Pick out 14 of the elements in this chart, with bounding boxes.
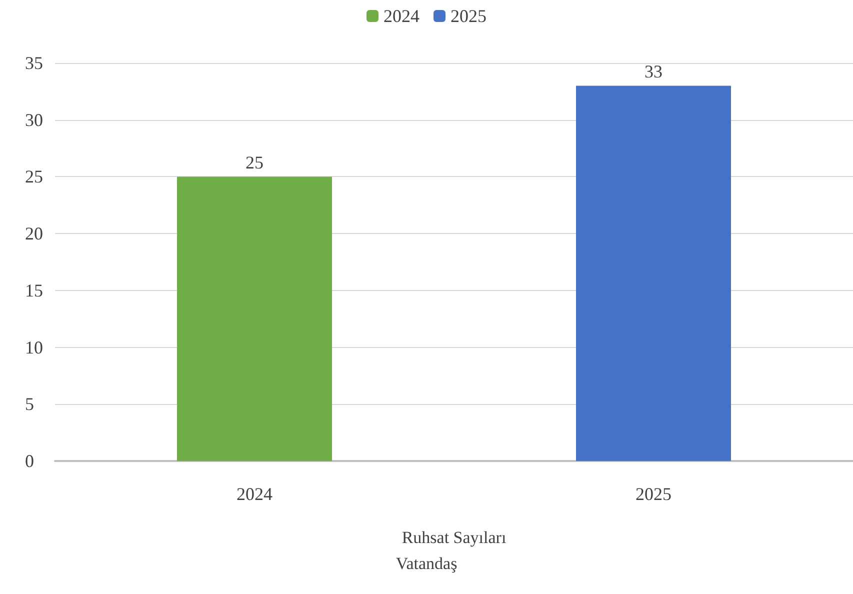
y-tick-label: 0	[25, 451, 34, 471]
y-tick-label: 5	[25, 394, 34, 414]
legend-label: 2024	[384, 6, 420, 26]
y-tick-label: 30	[25, 110, 43, 130]
y-tick-label: 15	[25, 280, 43, 300]
y-tick-label: 10	[25, 337, 43, 358]
legend-label: 2025	[450, 6, 486, 26]
y-tick-label: 25	[25, 166, 43, 187]
data-label: 33	[644, 62, 662, 82]
y-tick-label: 35	[25, 53, 43, 73]
text: Vatandaş	[396, 554, 458, 573]
x-axis-title: Ruhsat Sayıları	[402, 528, 506, 547]
y-tick-label: 20	[25, 224, 43, 244]
data-label: 25	[246, 152, 264, 173]
